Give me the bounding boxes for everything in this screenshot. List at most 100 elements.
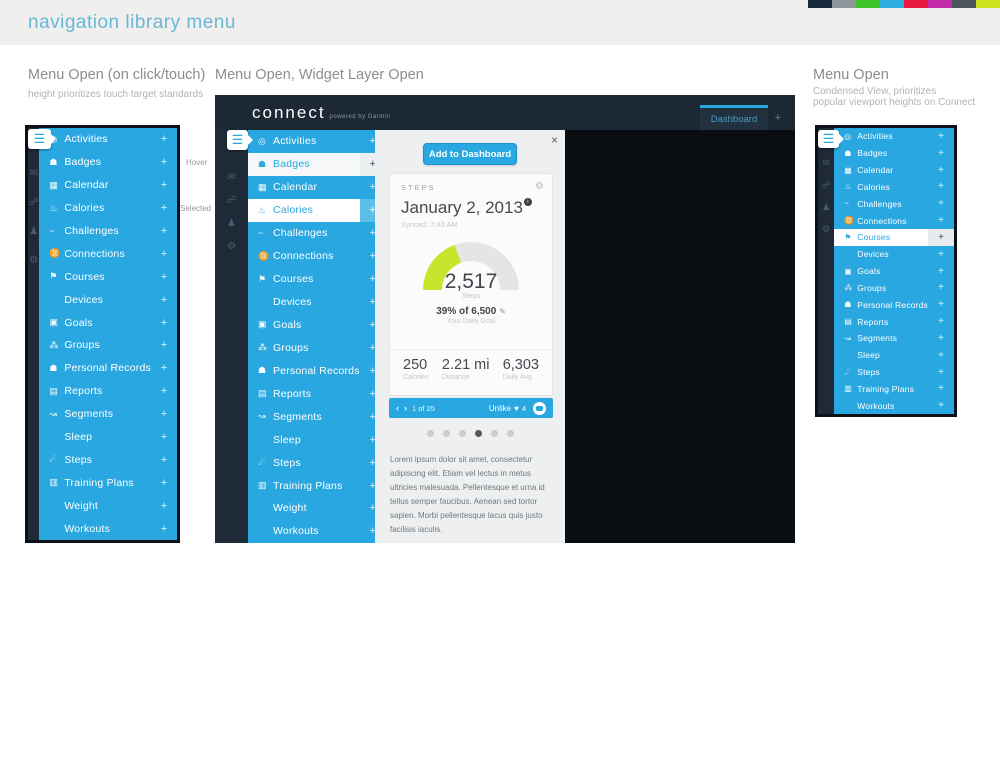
menu-item-segments[interactable]: ↝ Segments + [39, 403, 177, 426]
edit-goal-icon[interactable]: ✎ [499, 307, 506, 316]
menu-item-devices[interactable]: Devices + [39, 288, 177, 311]
menu-item-expand-button[interactable]: + [360, 176, 386, 199]
hamburger-menu-button[interactable]: ☰ [818, 130, 839, 148]
comment-button[interactable] [533, 401, 546, 415]
menu-item-activities[interactable]: ◎Activities+ [834, 128, 954, 145]
menu-item-expand-button[interactable]: + [151, 128, 177, 151]
menu-item-calendar[interactable]: ▦ Calendar + [834, 162, 954, 179]
settings-icon[interactable]: ⚙ [227, 241, 236, 252]
menu-item-expand-button[interactable]: + [151, 288, 177, 311]
menu-item-expand-button[interactable]: + [151, 426, 177, 449]
menu-item-workouts[interactable]: Workouts + [248, 520, 386, 543]
carousel-dot[interactable] [490, 430, 498, 437]
menu-item-expand-button[interactable]: + [928, 212, 954, 229]
menu-item-connections[interactable]: ♊ Connections + [248, 245, 386, 268]
connections-icon[interactable]: ☍ [226, 195, 237, 206]
menu-item-expand-button[interactable]: + [360, 291, 386, 314]
menu-item-connections[interactable]: ♊ Connections + [834, 212, 954, 229]
menu-item-expand-button[interactable]: + [928, 178, 954, 195]
menu-item-sleep[interactable]: Sleep + [39, 426, 177, 449]
menu-item-expand-button[interactable]: + [928, 228, 954, 246]
menu-item-activities[interactable]: ◎Activities+ [248, 130, 386, 153]
carousel-dot[interactable] [506, 430, 514, 437]
menu-item-steps[interactable]: ☄ Steps + [248, 451, 386, 474]
menu-item-connections[interactable]: ♊ Connections + [39, 242, 177, 265]
menu-item-expand-button[interactable]: + [151, 357, 177, 380]
menu-item-expand-button[interactable]: + [360, 359, 386, 382]
menu-item-expand-button[interactable]: + [928, 195, 954, 212]
menu-item-expand-button[interactable]: + [928, 347, 954, 364]
menu-item-workouts[interactable]: Workouts + [39, 517, 177, 540]
add-to-dashboard-button[interactable]: Add to Dashboard [423, 143, 517, 165]
menu-item-workouts[interactable]: Workouts + [834, 397, 954, 414]
menu-item-expand-button[interactable]: + [928, 380, 954, 397]
menu-item-expand-button[interactable]: + [928, 397, 954, 414]
prev-icon[interactable]: ‹ [396, 403, 399, 413]
close-icon[interactable]: × [550, 133, 558, 147]
menu-item-expand-button[interactable]: + [151, 197, 177, 220]
hamburger-menu-button[interactable]: ☰ [28, 129, 51, 149]
menu-item-goals[interactable]: ▣ Goals + [248, 314, 386, 337]
menu-item-expand-button[interactable]: + [151, 220, 177, 243]
add-tab-button[interactable]: + [774, 111, 782, 124]
carousel-dot[interactable] [426, 430, 434, 437]
menu-item-expand-button[interactable]: + [151, 448, 177, 471]
menu-item-expand-button[interactable]: + [151, 517, 177, 540]
menu-item-expand-button[interactable]: + [151, 380, 177, 403]
menu-item-expand-button[interactable]: + [360, 497, 386, 520]
carousel-dot[interactable] [442, 430, 450, 437]
menu-item-calendar[interactable]: ▦ Calendar + [39, 174, 177, 197]
menu-item-expand-button[interactable]: + [928, 162, 954, 179]
menu-item-expand-button[interactable]: + [151, 265, 177, 288]
menu-item-expand-button[interactable]: + [151, 311, 177, 334]
menu-item-groups[interactable]: ⁂ Groups + [248, 336, 386, 359]
menu-item-expand-button[interactable]: + [151, 151, 177, 174]
next-icon[interactable]: › [404, 403, 407, 413]
menu-item-calories[interactable]: ♨ Calories + [248, 198, 386, 222]
menu-item-expand-button[interactable]: + [928, 145, 954, 162]
menu-item-challenges[interactable]: ~ Challenges + [39, 220, 177, 243]
menu-item-expand-button[interactable]: + [928, 263, 954, 280]
menu-item-expand-button[interactable]: + [360, 314, 386, 337]
menu-item-groups[interactable]: ⁂ Groups + [834, 279, 954, 296]
menu-item-goals[interactable]: ▣ Goals + [39, 311, 177, 334]
messages-icon[interactable]: ✉ [822, 158, 830, 168]
profile-icon[interactable]: ♟ [822, 202, 831, 212]
menu-item-badges[interactable]: ☗ Badges + [834, 145, 954, 162]
menu-item-personal-records[interactable]: ☗ Personal Records + [248, 359, 386, 382]
menu-item-expand-button[interactable]: + [928, 246, 954, 263]
menu-item-expand-button[interactable]: + [360, 451, 386, 474]
connections-icon[interactable]: ☍ [821, 180, 831, 190]
profile-icon[interactable]: ♟ [29, 226, 39, 237]
connections-icon[interactable]: ☍ [28, 197, 39, 208]
menu-item-reports[interactable]: ▤ Reports + [39, 380, 177, 403]
menu-item-personal-records[interactable]: ☗ Personal Records + [834, 296, 954, 313]
menu-item-expand-button[interactable]: + [928, 364, 954, 381]
menu-item-training-plans[interactable]: ▥ Training Plans + [834, 380, 954, 397]
menu-item-personal-records[interactable]: ☗ Personal Records + [39, 357, 177, 380]
menu-item-goals[interactable]: ▣ Goals + [834, 263, 954, 280]
menu-item-expand-button[interactable]: + [928, 330, 954, 347]
menu-item-expand-button[interactable]: + [360, 428, 386, 451]
menu-item-groups[interactable]: ⁂ Groups + [39, 334, 177, 357]
menu-item-training-plans[interactable]: ▥ Training Plans + [248, 474, 386, 497]
menu-item-expand-button[interactable]: + [928, 313, 954, 330]
menu-item-weight[interactable]: Weight + [248, 497, 386, 520]
menu-item-expand-button[interactable]: + [151, 334, 177, 357]
menu-item-expand-button[interactable]: + [360, 130, 386, 153]
menu-item-expand-button[interactable]: + [151, 242, 177, 265]
carousel-dot-active[interactable] [474, 430, 482, 437]
menu-item-challenges[interactable]: ~ Challenges + [248, 222, 386, 245]
menu-item-expand-button[interactable]: + [151, 494, 177, 517]
menu-item-expand-button[interactable]: + [360, 336, 386, 359]
menu-item-expand-button[interactable]: + [360, 474, 386, 497]
menu-item-challenges[interactable]: ~ Challenges + [834, 195, 954, 212]
menu-item-segments[interactable]: ↝ Segments + [834, 330, 954, 347]
menu-item-expand-button[interactable]: + [151, 403, 177, 426]
menu-item-reports[interactable]: ▤ Reports + [834, 313, 954, 330]
menu-item-expand-button[interactable]: + [360, 405, 386, 428]
menu-item-steps[interactable]: ☄ Steps + [834, 364, 954, 381]
settings-icon[interactable]: ⚙ [29, 255, 39, 266]
menu-item-sleep[interactable]: Sleep + [834, 347, 954, 364]
menu-item-expand-button[interactable]: + [928, 279, 954, 296]
